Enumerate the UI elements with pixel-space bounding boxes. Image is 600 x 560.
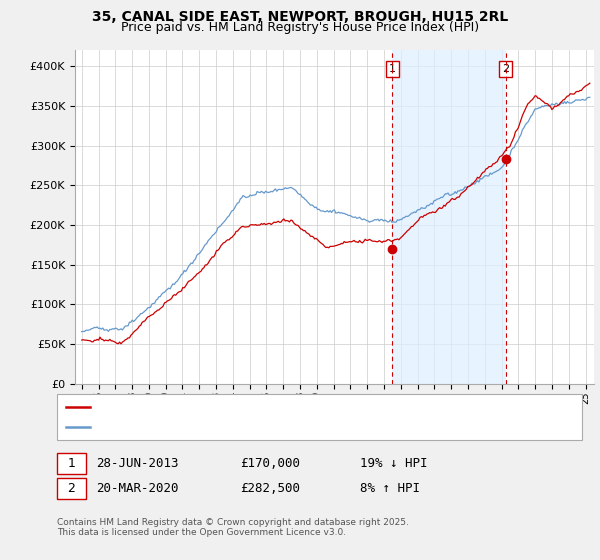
Text: 35, CANAL SIDE EAST, NEWPORT, BROUGH, HU15 2RL: 35, CANAL SIDE EAST, NEWPORT, BROUGH, HU… [92, 10, 508, 24]
Text: £170,000: £170,000 [240, 457, 300, 470]
Bar [392, 50, 506, 384]
Text: £282,500: £282,500 [240, 482, 300, 495]
Text: HPI: Average price, detached house, East Riding of Yorkshire: HPI: Average price, detached house, East… [97, 422, 413, 432]
Text: 8% ↑ HPI: 8% ↑ HPI [360, 482, 420, 495]
Text: 19% ↓ HPI: 19% ↓ HPI [360, 457, 427, 470]
Text: 2: 2 [502, 64, 509, 74]
Text: 1: 1 [67, 457, 76, 470]
Text: Price paid vs. HM Land Registry's House Price Index (HPI): Price paid vs. HM Land Registry's House … [121, 21, 479, 34]
Text: 2: 2 [67, 482, 76, 495]
Text: 1: 1 [389, 64, 396, 74]
Text: 28-JUN-2013: 28-JUN-2013 [96, 457, 179, 470]
Text: Contains HM Land Registry data © Crown copyright and database right 2025.
This d: Contains HM Land Registry data © Crown c… [57, 518, 409, 538]
Text: 35, CANAL SIDE EAST, NEWPORT, BROUGH, HU15 2RL (detached house): 35, CANAL SIDE EAST, NEWPORT, BROUGH, HU… [97, 402, 473, 412]
Text: 20-MAR-2020: 20-MAR-2020 [96, 482, 179, 495]
